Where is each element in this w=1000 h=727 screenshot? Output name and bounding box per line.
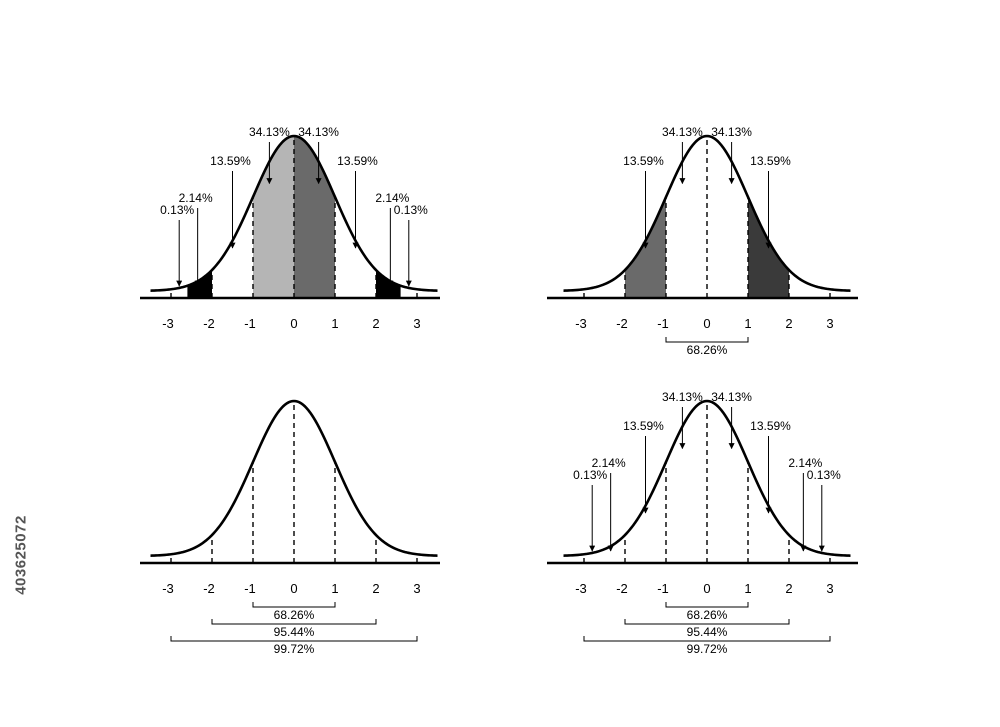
tick-label: 1 <box>744 581 751 596</box>
tick-label: -2 <box>616 581 628 596</box>
percent-label: 2.14% <box>788 456 822 470</box>
percent-label: 0.13% <box>573 468 607 482</box>
range-percent-label: 99.72% <box>687 642 728 656</box>
percent-label: 34.13% <box>662 125 703 139</box>
percent-label: 34.13% <box>711 125 752 139</box>
tick-label: 0 <box>290 581 297 596</box>
tick-label: -3 <box>162 581 174 596</box>
range-bracket <box>252 602 336 608</box>
range-bracket <box>583 636 831 642</box>
tick-label: 0 <box>703 316 710 331</box>
tick-label: 3 <box>826 581 833 596</box>
range-bracket <box>665 602 749 608</box>
tick-label: 3 <box>826 316 833 331</box>
tick-label: 1 <box>331 581 338 596</box>
tick-label: 0 <box>703 581 710 596</box>
percent-label: 2.14% <box>179 191 213 205</box>
panel-bottom-left: -3 -2 -1 0 1 2 3 68.26% 95.44% 99.72% <box>140 399 440 656</box>
tick-label: 2 <box>785 316 792 331</box>
range-percent-label: 95.44% <box>687 625 728 639</box>
range-bracket <box>624 619 790 625</box>
percent-label: 34.13% <box>711 390 752 404</box>
range-percent-label: 68.26% <box>687 343 728 357</box>
bell-curve <box>150 399 438 557</box>
shaded-area <box>253 136 294 298</box>
range-percent-label: 68.26% <box>687 608 728 622</box>
percent-label: 0.13% <box>160 203 194 217</box>
panel-top-left: -3 -2 -1 0 1 2 30.13%2.14%13.59%34.13% 34.13%13… <box>140 125 440 331</box>
percent-label: 2.14% <box>592 456 626 470</box>
percent-label: 13.59% <box>750 154 791 168</box>
tick-label: -3 <box>575 581 587 596</box>
tick-label: -2 <box>616 316 628 331</box>
percent-label: 0.13% <box>394 203 428 217</box>
percent-label: 34.13% <box>249 125 290 139</box>
range-bracket <box>211 619 377 625</box>
tick-label: 3 <box>413 581 420 596</box>
range-bracket <box>665 337 749 343</box>
range-percent-label: 68.26% <box>274 608 315 622</box>
tick-label: 0 <box>290 316 297 331</box>
percent-label: 13.59% <box>337 154 378 168</box>
stock-id-text: 403625072 <box>12 515 30 595</box>
tick-label: -3 <box>575 316 587 331</box>
tick-label: 1 <box>331 316 338 331</box>
range-bracket <box>170 636 418 642</box>
tick-label: -2 <box>203 316 215 331</box>
panel-top-right: -3 -2 -1 0 1 2 3 13.59% 34.13% 34.13% 13.59% 68.26% <box>547 125 858 357</box>
bell-curve <box>563 134 851 292</box>
tick-label: -3 <box>162 316 174 331</box>
percent-label: 2.14% <box>375 191 409 205</box>
tick-label: -2 <box>203 581 215 596</box>
percent-label: 13.59% <box>750 419 791 433</box>
tick-label: 2 <box>372 581 379 596</box>
percent-label: 13.59% <box>210 154 251 168</box>
percent-label: 34.13% <box>662 390 703 404</box>
tick-label: -1 <box>244 316 256 331</box>
percent-label: 13.59% <box>623 154 664 168</box>
range-percent-label: 99.72% <box>274 642 315 656</box>
stock-id-watermark: 403625072 <box>4 480 38 630</box>
range-percent-label: 95.44% <box>274 625 315 639</box>
tick-label: -1 <box>657 316 669 331</box>
tick-label: -1 <box>657 581 669 596</box>
percent-label: 0.13% <box>807 468 841 482</box>
percent-label: 34.13% <box>298 125 339 139</box>
tick-label: -1 <box>244 581 256 596</box>
shaded-area <box>294 136 335 298</box>
tick-label: 2 <box>785 581 792 596</box>
panel-bottom-right: -3 -2 -1 0 1 2 30.13%2.14%13.59%34.13% 34.13%13… <box>547 390 858 656</box>
percent-label: 13.59% <box>623 419 664 433</box>
tick-label: 1 <box>744 316 751 331</box>
tick-label: 3 <box>413 316 420 331</box>
tick-label: 2 <box>372 316 379 331</box>
